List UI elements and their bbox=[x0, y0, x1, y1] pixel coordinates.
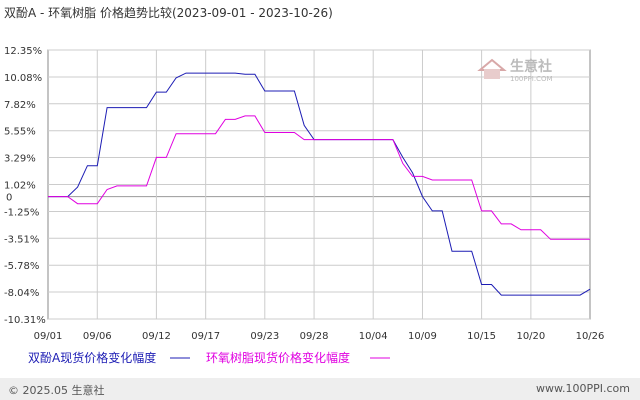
y-tick-label: -8.04% bbox=[4, 288, 39, 299]
y-tick-label: 5.55% bbox=[4, 127, 36, 138]
footer-site-link[interactable]: www.100PPI.com bbox=[536, 382, 630, 395]
watermark-url: 100PPI.COM bbox=[510, 75, 553, 83]
footer-copyright: © 2025.05 生意社 bbox=[8, 384, 105, 397]
chart-title: 双酚A - 环氧树脂 价格趋势比较(2023-09-01 - 2023-10-2… bbox=[4, 5, 333, 20]
y-tick-label: -10.31% bbox=[4, 315, 46, 326]
y-axis-ticks: 12.35% 10.08% 7.82% 5.55% 3.29% 1.02%0 -1.25% -… bbox=[4, 46, 46, 326]
x-tick-label: 09/12 bbox=[142, 331, 171, 342]
x-axis-ticks: 09/01 09/06 09/12 09/17 09/23 09/28 10/04 10/09… bbox=[34, 331, 605, 342]
legend-label-1: 双酚A现货价格变化幅度 bbox=[28, 350, 156, 365]
y-tick-label: 12.35% bbox=[4, 46, 42, 57]
x-tick-label: 09/28 bbox=[300, 331, 329, 342]
y-tick-label: 0 bbox=[6, 193, 12, 204]
x-tick-label: 10/15 bbox=[467, 331, 496, 342]
y-tick-label: 7.82% bbox=[4, 100, 36, 111]
legend-label-2: 环氧树脂现货价格变化幅度 bbox=[206, 350, 350, 365]
series-line-1 bbox=[48, 72, 591, 296]
series-lines bbox=[48, 72, 591, 296]
x-tick-label: 09/06 bbox=[83, 331, 112, 342]
x-tick-label: 09/17 bbox=[191, 331, 220, 342]
watermark-logo: 生意社 100PPI.COM bbox=[477, 58, 553, 83]
y-tick-label: 10.08% bbox=[4, 73, 42, 84]
x-tick-label: 10/20 bbox=[516, 331, 545, 342]
x-tick-label: 10/09 bbox=[408, 331, 437, 342]
y-tick-label: 3.29% bbox=[4, 154, 36, 165]
y-tick-label: -1.25% bbox=[4, 207, 39, 218]
footer-bar: © 2025.05 生意社 www.100PPI.com bbox=[0, 378, 640, 400]
x-tick-label: 09/23 bbox=[250, 331, 279, 342]
series-line-2 bbox=[48, 115, 590, 240]
y-tick-label: 1.02% bbox=[4, 181, 36, 192]
watermark-name: 生意社 bbox=[510, 58, 552, 75]
y-tick-label: -5.78% bbox=[4, 261, 39, 272]
grid-lines bbox=[48, 49, 590, 320]
legend: 双酚A现货价格变化幅度 环氧树脂现货价格变化幅度 bbox=[28, 350, 390, 365]
x-tick-label: 10/26 bbox=[576, 331, 605, 342]
y-tick-label: -3.51% bbox=[4, 234, 39, 245]
x-tick-label: 09/01 bbox=[34, 331, 63, 342]
x-tick-label: 10/04 bbox=[359, 331, 388, 342]
